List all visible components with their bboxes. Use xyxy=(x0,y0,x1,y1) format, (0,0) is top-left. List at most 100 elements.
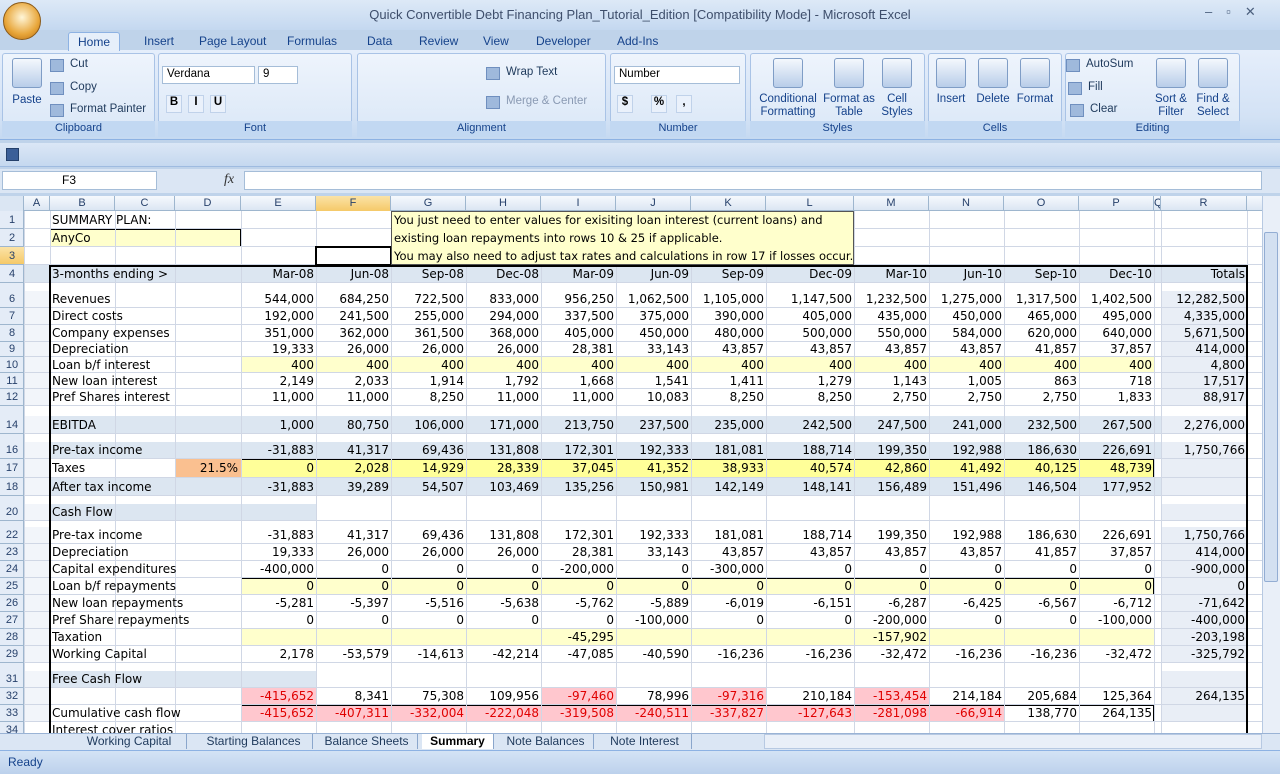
column-header[interactable]: E xyxy=(241,196,316,211)
ribbon-tab[interactable]: Add-Ins xyxy=(617,34,659,48)
office-button[interactable] xyxy=(3,2,41,40)
ribbon-button[interactable]: Fill xyxy=(1088,81,1103,93)
ribbon-button[interactable]: Format as Table xyxy=(823,93,875,118)
row-header[interactable]: 33 xyxy=(0,705,24,722)
active-cell[interactable] xyxy=(315,246,392,266)
window-controls[interactable]: –▫✕ xyxy=(1205,4,1270,19)
ribbon-tab[interactable]: Insert xyxy=(144,34,175,48)
column-header[interactable]: B xyxy=(50,196,115,211)
ribbon-button[interactable]: Cell Styles xyxy=(881,93,913,118)
formula-input[interactable] xyxy=(244,171,1262,190)
cell-fill xyxy=(24,357,50,373)
ribbon-button[interactable]: Insert xyxy=(936,93,966,105)
row-header[interactable]: 11 xyxy=(0,373,24,389)
sheet-tab[interactable]: Note Interest xyxy=(598,734,692,749)
column-header[interactable]: M xyxy=(854,196,929,211)
column-header[interactable]: N xyxy=(929,196,1004,211)
row-header[interactable]: 20 xyxy=(0,504,24,521)
column-header[interactable]: P xyxy=(1079,196,1154,211)
column-header[interactable]: D xyxy=(175,196,241,211)
column-header[interactable]: A xyxy=(24,196,50,211)
fx-button[interactable]: fx xyxy=(224,172,235,187)
sheet-tab[interactable]: Note Balances xyxy=(498,734,594,749)
row-header[interactable]: 7 xyxy=(0,308,24,325)
ribbon-button[interactable]: Paste xyxy=(12,94,42,106)
row-header[interactable]: 8 xyxy=(0,325,24,342)
sheet-tab[interactable]: Working Capital xyxy=(72,734,187,749)
column-header[interactable]: R xyxy=(1161,196,1247,211)
ribbon-button[interactable]: Sort & Filter xyxy=(1155,93,1187,118)
column-header[interactable]: Q xyxy=(1154,196,1161,211)
ribbon-tab[interactable]: Page Layout xyxy=(199,34,267,48)
ribbon-tab[interactable]: Data xyxy=(367,34,393,48)
row-header[interactable]: 23 xyxy=(0,544,24,561)
row-header[interactable]: 22 xyxy=(0,527,24,544)
column-header[interactable]: K xyxy=(691,196,766,211)
ribbon-button[interactable]: Conditional Formatting xyxy=(759,93,817,118)
sheet-tab[interactable]: Summary xyxy=(422,734,494,749)
sheet-tab[interactable]: Starting Balances xyxy=(195,734,313,749)
ribbon-button[interactable]: U xyxy=(210,95,226,113)
ribbon-tab[interactable]: View xyxy=(483,34,509,48)
sheet-tab[interactable]: Balance Sheets xyxy=(316,734,418,749)
column-header[interactable]: C xyxy=(115,196,175,211)
column-header[interactable]: I xyxy=(541,196,616,211)
ribbon-button[interactable]: $ xyxy=(617,95,633,113)
row-header[interactable]: 12 xyxy=(0,389,24,406)
ribbon-button[interactable]: Copy xyxy=(70,81,97,93)
horizontal-scrollbar[interactable] xyxy=(764,734,1262,749)
ribbon-tab[interactable]: Home xyxy=(68,32,121,51)
ribbon-button[interactable]: Verdana xyxy=(162,66,255,84)
ribbon-button[interactable]: I xyxy=(188,95,204,113)
row-header[interactable]: 1 xyxy=(0,211,24,229)
row-header[interactable]: 2 xyxy=(0,229,24,247)
ribbon-tab[interactable]: Review xyxy=(419,34,459,48)
ribbon-button[interactable]: B xyxy=(166,95,182,113)
name-box[interactable] xyxy=(2,171,157,190)
ribbon-button[interactable]: , xyxy=(676,95,692,113)
row-header[interactable]: 32 xyxy=(0,688,24,705)
row-header[interactable]: 17 xyxy=(0,459,24,478)
row-header[interactable]: 24 xyxy=(0,561,24,578)
row-header[interactable]: 26 xyxy=(0,595,24,612)
row-header[interactable]: 27 xyxy=(0,612,24,629)
column-header[interactable]: H xyxy=(466,196,541,211)
ribbon-button[interactable]: Delete xyxy=(976,93,1010,105)
ribbon-button[interactable]: Number xyxy=(614,66,740,84)
row-header[interactable]: 14 xyxy=(0,416,24,434)
ribbon-button[interactable]: Wrap Text xyxy=(506,66,558,78)
ribbon-button[interactable]: Merge & Center xyxy=(506,95,588,107)
row-header[interactable]: 4 xyxy=(0,265,24,283)
row-header[interactable]: 28 xyxy=(0,629,24,646)
row-header[interactable]: 9 xyxy=(0,342,24,357)
row-header[interactable]: 10 xyxy=(0,357,24,373)
cell-value: 0 xyxy=(456,562,464,576)
row-header[interactable]: 6 xyxy=(0,291,24,308)
column-header[interactable]: O xyxy=(1004,196,1079,211)
ribbon-button[interactable]: Cut xyxy=(70,58,88,70)
ribbon-button[interactable]: AutoSum xyxy=(1086,58,1134,70)
row-header[interactable]: 34 xyxy=(0,722,24,733)
row-header[interactable]: 18 xyxy=(0,478,24,496)
ribbon-tab[interactable]: Formulas xyxy=(287,34,338,48)
save-icon[interactable] xyxy=(6,148,19,161)
row-header[interactable]: 31 xyxy=(0,671,24,688)
ribbon-tab[interactable]: Developer xyxy=(536,34,591,48)
ribbon-button[interactable]: Format xyxy=(1016,93,1054,105)
cell-value: 205,684 xyxy=(1027,689,1077,703)
ribbon-button[interactable]: Find & Select xyxy=(1196,93,1230,118)
column-header[interactable]: J xyxy=(616,196,691,211)
ribbon-button[interactable]: Format Painter xyxy=(70,103,147,115)
row-header[interactable]: 16 xyxy=(0,442,24,459)
column-header[interactable]: G xyxy=(391,196,466,211)
column-header[interactable]: F xyxy=(316,196,391,211)
ribbon-button[interactable]: % xyxy=(651,95,667,113)
scroll-thumb[interactable] xyxy=(1264,232,1278,582)
row-header[interactable]: 29 xyxy=(0,646,24,663)
column-header[interactable]: L xyxy=(766,196,854,211)
row-header[interactable]: 25 xyxy=(0,578,24,595)
ribbon-button[interactable]: 9 xyxy=(258,66,298,84)
ribbon-button[interactable]: Clear xyxy=(1090,103,1118,115)
row-header[interactable]: 3 xyxy=(0,247,24,265)
select-all[interactable] xyxy=(0,196,24,211)
